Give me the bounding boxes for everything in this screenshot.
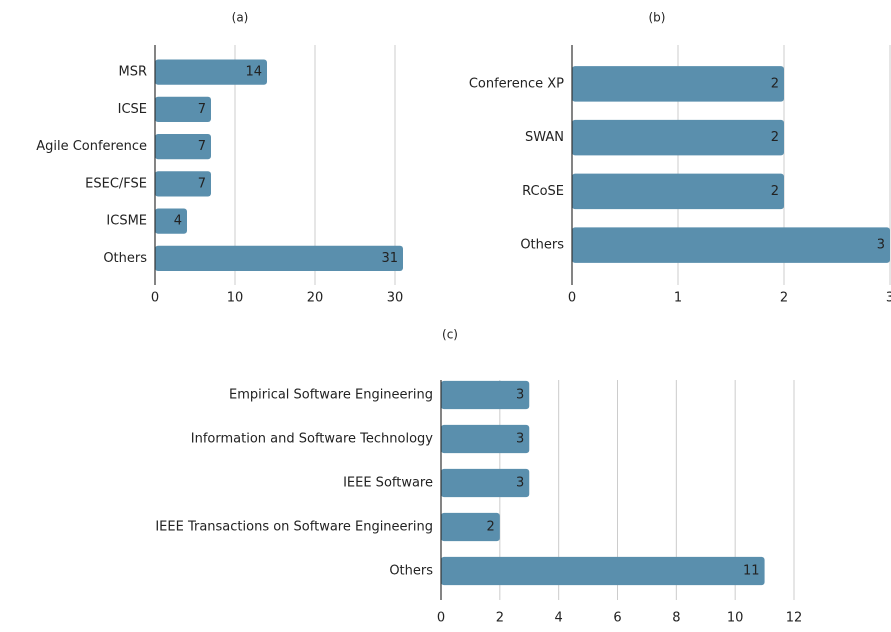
x-tick-label: 20 bbox=[307, 291, 324, 306]
value-label: 2 bbox=[771, 76, 779, 91]
bar bbox=[155, 208, 187, 234]
value-label: 2 bbox=[771, 130, 779, 145]
y-tick-label: Others bbox=[103, 251, 147, 266]
y-tick-label: IEEE Software bbox=[343, 476, 433, 491]
x-tick-label: 10 bbox=[227, 291, 244, 306]
y-tick-label: Agile Conference bbox=[36, 139, 147, 154]
y-tick-label: IEEE Transactions on Software Engineerin… bbox=[155, 520, 433, 535]
bar bbox=[441, 468, 530, 498]
value-label: 2 bbox=[487, 520, 495, 535]
x-tick-label: 0 bbox=[151, 291, 159, 306]
bar bbox=[572, 66, 784, 102]
y-tick-label: MSR bbox=[118, 65, 147, 80]
value-label: 3 bbox=[516, 476, 524, 491]
bar bbox=[441, 556, 765, 586]
bar bbox=[155, 245, 403, 272]
value-label: 3 bbox=[516, 388, 524, 403]
value-label: 7 bbox=[198, 102, 206, 117]
value-label: 31 bbox=[381, 251, 398, 266]
x-tick-label: 3 bbox=[886, 291, 891, 306]
value-label: 2 bbox=[771, 184, 779, 199]
x-tick-label: 1 bbox=[674, 291, 682, 306]
y-tick-label: RCoSE bbox=[522, 184, 564, 199]
bar bbox=[572, 119, 784, 156]
y-tick-label: Others bbox=[520, 238, 564, 253]
x-tick-label: 30 bbox=[387, 291, 404, 306]
value-label: 14 bbox=[245, 65, 262, 80]
x-tick-label: 0 bbox=[437, 611, 445, 626]
x-tick-label: 0 bbox=[568, 291, 576, 306]
bar bbox=[441, 512, 500, 542]
bar bbox=[572, 173, 784, 210]
bar bbox=[441, 424, 530, 454]
bar bbox=[155, 171, 211, 197]
y-tick-label: Others bbox=[389, 564, 433, 579]
x-tick-label: 4 bbox=[555, 611, 563, 626]
x-tick-label: 6 bbox=[613, 611, 621, 626]
value-label: 4 bbox=[174, 214, 182, 229]
chart-title: (a) bbox=[232, 11, 249, 25]
x-tick-label: 10 bbox=[727, 611, 744, 626]
y-tick-label: SWAN bbox=[525, 130, 564, 145]
y-tick-label: Information and Software Technology bbox=[191, 432, 434, 447]
bar bbox=[155, 96, 211, 123]
value-label: 3 bbox=[516, 432, 524, 447]
bar bbox=[572, 227, 890, 263]
value-label: 7 bbox=[198, 176, 206, 191]
y-tick-label: Conference XP bbox=[469, 76, 564, 91]
value-label: 3 bbox=[877, 238, 885, 253]
bar bbox=[155, 59, 267, 85]
x-tick-label: 2 bbox=[780, 291, 788, 306]
value-label: 11 bbox=[743, 564, 760, 579]
x-tick-label: 2 bbox=[496, 611, 504, 626]
x-tick-label: 8 bbox=[672, 611, 680, 626]
bar bbox=[441, 380, 530, 410]
y-tick-label: ICSME bbox=[106, 214, 147, 229]
x-tick-label: 12 bbox=[786, 611, 803, 626]
chart-title: (c) bbox=[442, 328, 458, 342]
bar bbox=[155, 133, 211, 160]
value-label: 7 bbox=[198, 139, 206, 154]
y-tick-label: ICSE bbox=[118, 102, 147, 117]
y-tick-label: Empirical Software Engineering bbox=[229, 388, 433, 403]
chart-title: (b) bbox=[649, 11, 666, 25]
y-tick-label: ESEC/FSE bbox=[85, 176, 147, 191]
